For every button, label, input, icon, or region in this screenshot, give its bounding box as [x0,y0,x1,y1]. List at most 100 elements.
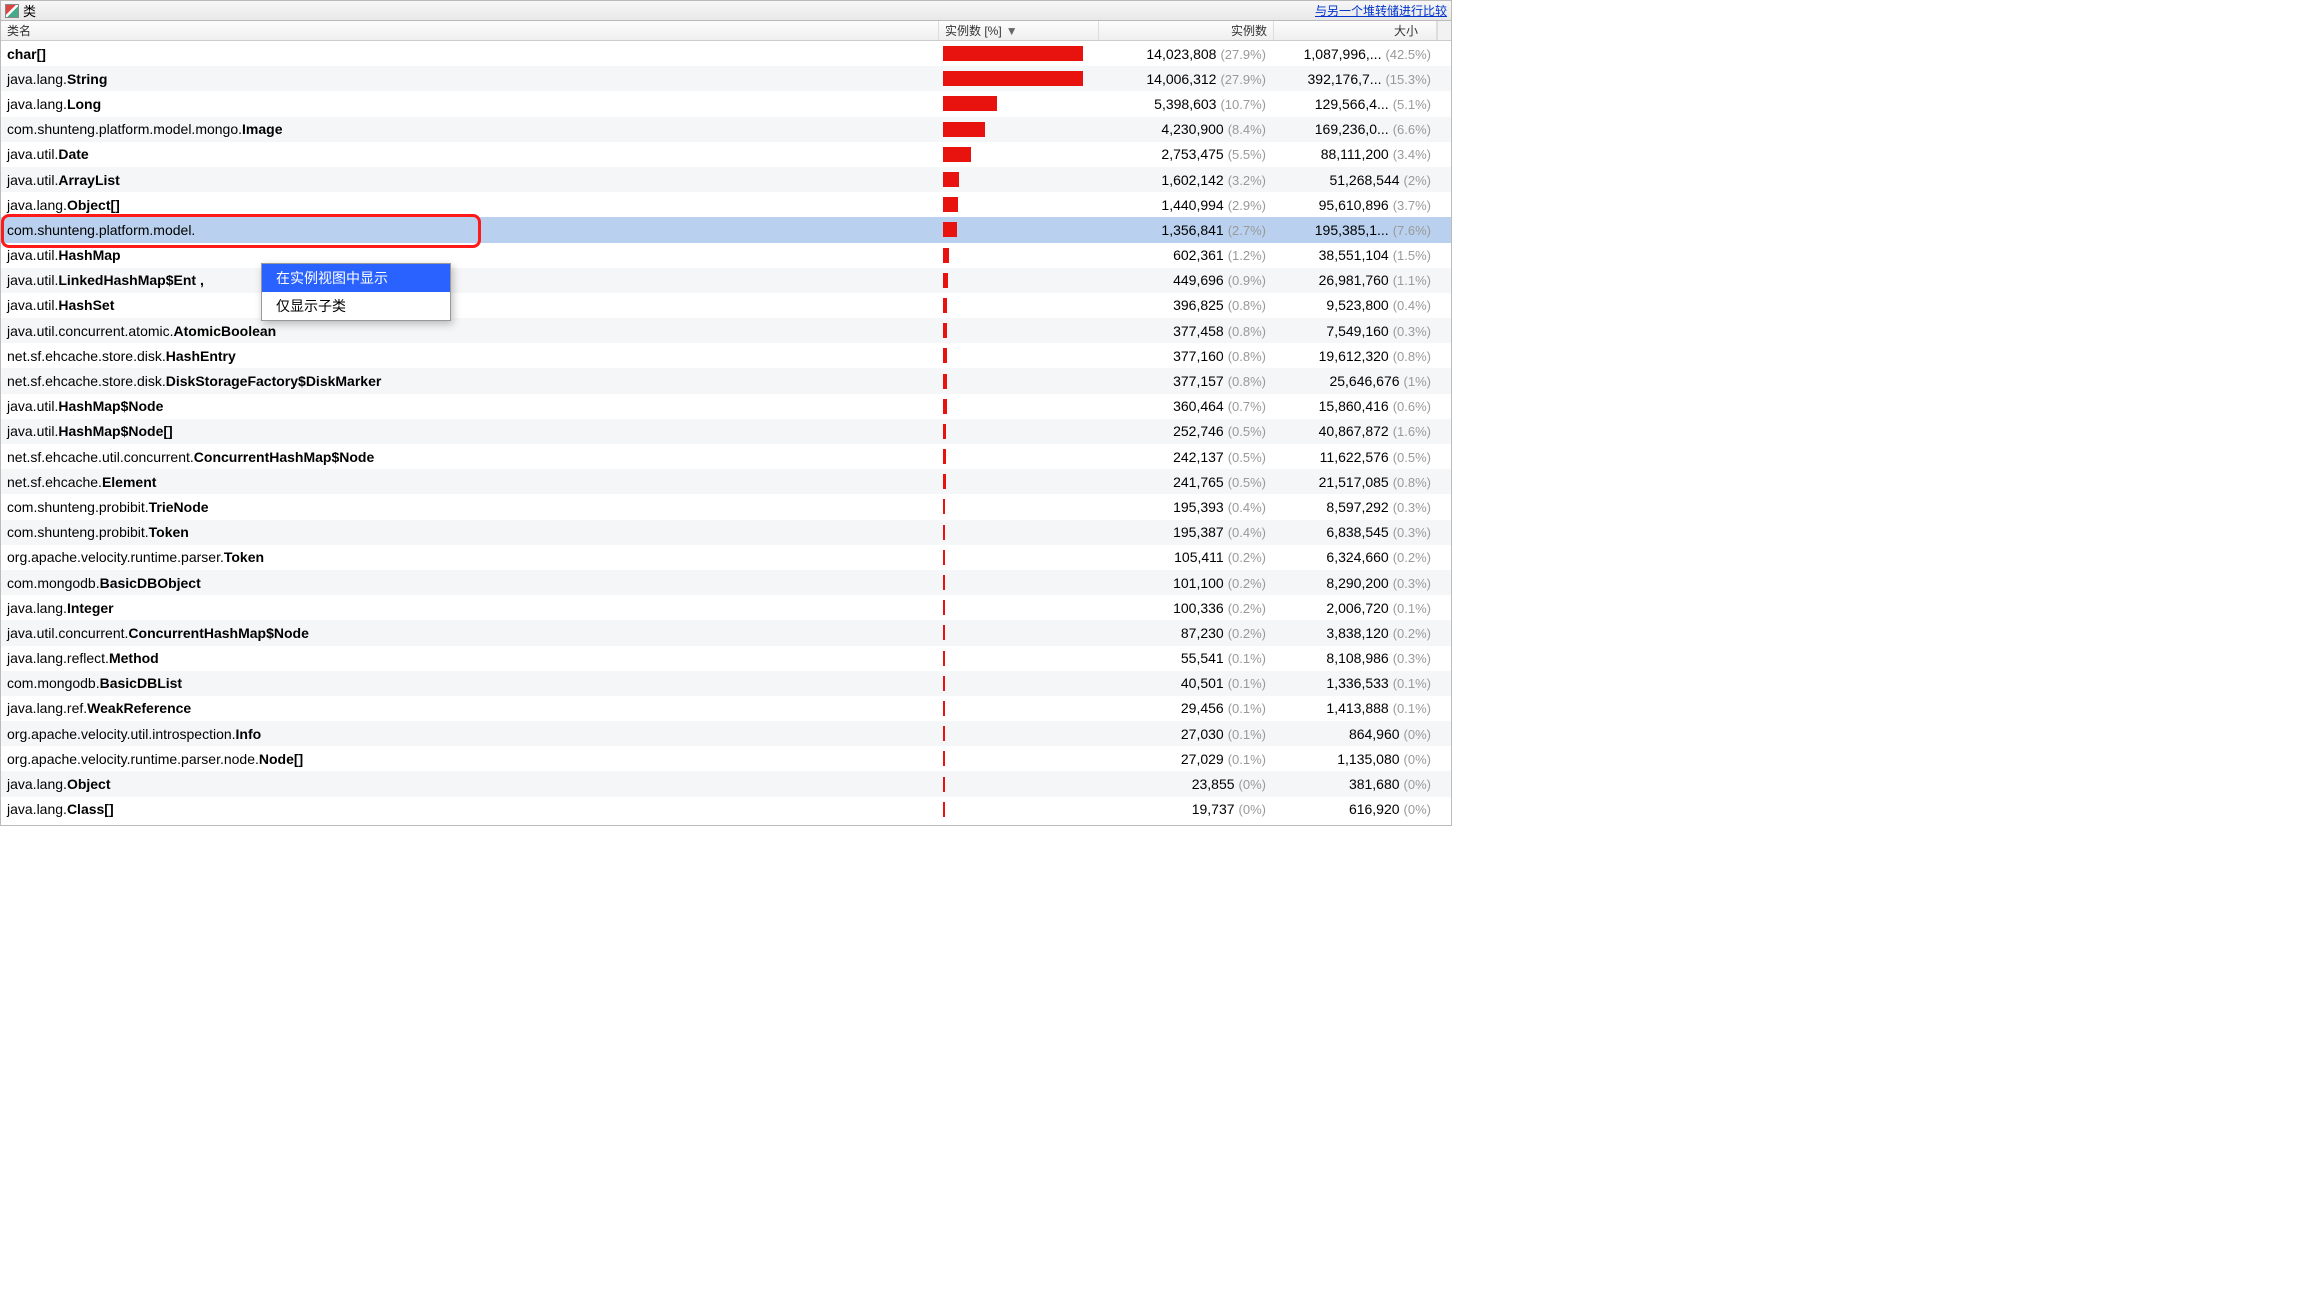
cell-classname: java.lang.String [1,71,939,87]
table-row[interactable]: java.util.HashSet396,825(0.8%)9,523,800(… [1,293,1451,318]
size-value: 8,290,200 [1326,575,1388,591]
instances-pct: (1.2%) [1228,248,1266,263]
class-text: BasicDBObject [100,575,201,591]
table-row[interactable]: net.sf.ehcache.util.concurrent.Concurren… [1,444,1451,469]
compare-heap-link[interactable]: 与另一个堆转储进行比较 [1315,2,1447,19]
cell-size: 9,523,800(0.4%) [1274,297,1451,313]
table-row[interactable]: java.lang.Object[]1,440,994(2.9%)95,610,… [1,192,1451,217]
package-text: com.shunteng.platform.model. [7,222,195,238]
cell-classname: net.sf.ehcache.store.disk.HashEntry [1,348,939,364]
table-row[interactable]: com.shunteng.platform.model.mongo.Image4… [1,117,1451,142]
instance-pct-bar [943,550,945,565]
instance-pct-bar [943,46,1083,61]
col-classname[interactable]: 类名 [1,21,939,40]
cell-instances: 100,336(0.2%) [1099,600,1274,616]
size-value: 1,336,533 [1326,675,1388,691]
cell-size: 7,549,160(0.3%) [1274,323,1451,339]
size-pct: (0.6%) [1393,399,1431,414]
instance-pct-bar [943,71,1083,86]
context-menu: 在实例视图中显示 仅显示子类 [261,263,451,321]
table-row[interactable]: java.util.HashMap$Node[]252,746(0.5%)40,… [1,419,1451,444]
table-row[interactable]: net.sf.ehcache.store.disk.DiskStorageFac… [1,368,1451,393]
table-row[interactable]: com.shunteng.probibit.Token195,387(0.4%)… [1,520,1451,545]
col-instances-pct[interactable]: 实例数 [%] ▼ [939,21,1099,40]
size-pct: (0.2%) [1393,626,1431,641]
cell-classname: java.lang.Long [1,96,939,112]
cell-bar [939,575,1099,590]
cell-bar [939,777,1099,792]
cell-size: 381,680(0%) [1274,776,1451,792]
table-row[interactable]: java.util.HashMap602,361(1.2%)38,551,104… [1,243,1451,268]
size-value: 3,838,120 [1326,625,1388,641]
table-row[interactable]: org.apache.velocity.runtime.parser.node.… [1,746,1451,771]
class-text: LinkedHashMap$Ent , [58,272,203,288]
col-size[interactable]: 大小 [1274,21,1437,40]
class-text: Class[] [67,801,114,817]
size-value: 11,622,576 [1320,449,1389,465]
class-text: Long [67,96,101,112]
table-body: char[]14,023,808(27.9%)1,087,996,...(42.… [1,41,1451,825]
table-row[interactable]: java.lang.Object23,855(0%)381,680(0%) [1,771,1451,796]
cell-classname: org.apache.velocity.util.introspection.I… [1,726,939,742]
cell-size: 864,960(0%) [1274,726,1451,742]
table-row[interactable]: com.mongodb.BasicDBList40,501(0.1%)1,336… [1,671,1451,696]
table-row[interactable]: java.util.HashMap$Node360,464(0.7%)15,86… [1,394,1451,419]
cell-instances: 14,023,808(27.9%) [1099,46,1274,62]
table-row[interactable]: char[]14,023,808(27.9%)1,087,996,...(42.… [1,41,1451,66]
instance-pct-bar [943,499,945,514]
table-row[interactable]: java.lang.String14,006,312(27.9%)392,176… [1,66,1451,91]
size-pct: (42.5%) [1385,47,1431,62]
table-row[interactable]: org.apache.velocity.runtime.parser.Token… [1,545,1451,570]
package-text: org.apache.velocity.runtime.parser. [7,549,224,565]
table-header: 类名 实例数 [%] ▼ 实例数 大小 [1,21,1451,41]
size-value: 9,523,800 [1326,297,1388,313]
table-row[interactable]: com.shunteng.platform.model.1,356,841(2.… [1,217,1451,242]
cell-classname: java.util.HashMap$Node[] [1,423,939,439]
table-row[interactable]: java.lang.Long5,398,603(10.7%)129,566,4.… [1,91,1451,116]
table-row[interactable]: net.sf.ehcache.Element241,765(0.5%)21,51… [1,469,1451,494]
menu-show-in-instances[interactable]: 在实例视图中显示 [262,264,450,292]
table-row[interactable]: java.lang.Integer100,336(0.2%)2,006,720(… [1,595,1451,620]
package-text: com.mongodb. [7,675,100,691]
size-value: 616,920 [1349,801,1400,817]
table-row[interactable]: com.shunteng.probibit.TrieNode195,393(0.… [1,494,1451,519]
class-text: ArrayList [58,172,119,188]
table-row[interactable]: org.apache.velocity.util.introspection.I… [1,721,1451,746]
size-value: 51,268,544 [1329,172,1399,188]
table-row[interactable]: java.lang.reflect.Method55,541(0.1%)8,10… [1,646,1451,671]
cell-bar [939,323,1099,338]
table-row[interactable]: java.lang.ref.WeakReference29,456(0.1%)1… [1,696,1451,721]
size-value: 381,680 [1349,776,1400,792]
table-row[interactable]: com.mongodb.BasicDBObject101,100(0.2%)8,… [1,570,1451,595]
menu-show-subclasses[interactable]: 仅显示子类 [262,292,450,320]
instances-value: 1,440,994 [1161,197,1223,213]
table-row[interactable]: java.util.ArrayList1,602,142(3.2%)51,268… [1,167,1451,192]
table-row[interactable]: java.util.LinkedHashMap$Ent ,449,696(0.9… [1,268,1451,293]
cell-bar [939,222,1099,237]
instances-value: 29,456 [1181,700,1224,716]
instances-value: 23,855 [1192,776,1235,792]
size-pct: (1.5%) [1393,248,1431,263]
cell-bar [939,625,1099,640]
cell-instances: 23,855(0%) [1099,776,1274,792]
table-row[interactable]: net.sf.ehcache.store.disk.HashEntry377,1… [1,343,1451,368]
size-pct: (0.1%) [1393,601,1431,616]
cell-classname: com.shunteng.probibit.TrieNode [1,499,939,515]
table-row[interactable]: java.lang.Class[]19,737(0%)616,920(0%) [1,797,1451,822]
cell-size: 8,597,292(0.3%) [1274,499,1451,515]
instances-pct: (2.9%) [1228,198,1266,213]
table-row[interactable]: java.util.concurrent.atomic.AtomicBoolea… [1,318,1451,343]
table-row[interactable]: java.util.Date2,753,475(5.5%)88,111,200(… [1,142,1451,167]
instances-pct: (0.1%) [1228,701,1266,716]
package-text: java.util.concurrent. [7,625,128,641]
col-instances[interactable]: 实例数 [1099,21,1274,40]
size-pct: (0.1%) [1393,701,1431,716]
table-row[interactable]: java.util.concurrent.ConcurrentHashMap$N… [1,620,1451,645]
package-text: java.lang. [7,600,67,616]
instances-value: 602,361 [1173,247,1224,263]
cell-size: 195,385,1...(7.6%) [1274,222,1451,238]
package-text: com.mongodb. [7,575,100,591]
instances-value: 101,100 [1173,575,1224,591]
package-text: java.lang.reflect. [7,650,109,666]
instance-pct-bar [943,122,985,137]
